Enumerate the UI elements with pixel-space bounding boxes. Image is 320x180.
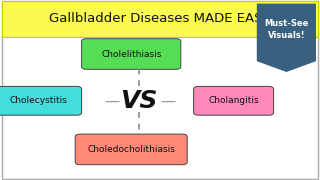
Text: Cholelithiasis: Cholelithiasis — [101, 50, 161, 59]
FancyBboxPatch shape — [75, 134, 187, 165]
Text: —: — — [104, 93, 120, 108]
Text: Choledocholithiasis: Choledocholithiasis — [87, 145, 175, 154]
Text: Must-See
Visuals!: Must-See Visuals! — [264, 19, 308, 40]
Text: Cholangitis: Cholangitis — [208, 96, 259, 105]
Text: Cholecystitis: Cholecystitis — [10, 96, 67, 105]
FancyBboxPatch shape — [194, 86, 274, 115]
Text: Gallbladder Diseases MADE EASY: Gallbladder Diseases MADE EASY — [49, 12, 271, 25]
FancyBboxPatch shape — [2, 1, 318, 37]
Text: —: — — [160, 93, 176, 108]
Polygon shape — [257, 4, 316, 72]
FancyBboxPatch shape — [82, 39, 181, 69]
FancyBboxPatch shape — [0, 86, 82, 115]
Text: VS: VS — [121, 89, 158, 113]
